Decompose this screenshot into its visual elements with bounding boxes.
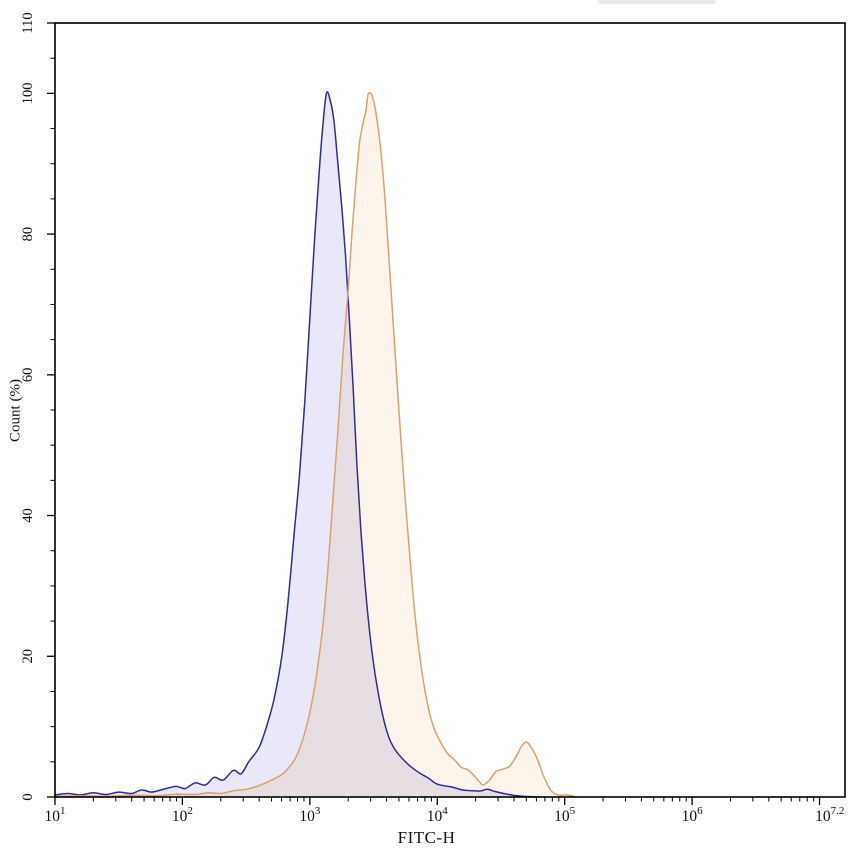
y-axis-title: Count (%) (7, 379, 24, 442)
x-axis-title: FITC-H (397, 828, 456, 847)
orange-histogram-outline (54, 91, 576, 798)
cropped-legend-artifact (598, 0, 716, 4)
x-tick-label: 101 (45, 805, 66, 825)
x-tick-label: 104 (427, 805, 449, 825)
y-tick-label: 60 (20, 368, 36, 383)
y-tick-label: 40 (20, 508, 36, 523)
blue-histogram-fill (55, 91, 540, 798)
x-tick-label: 105 (554, 805, 576, 825)
x-tick-label: 103 (299, 805, 321, 825)
x-tick-label: 107.2 (815, 805, 844, 825)
x-tick-label: 106 (682, 805, 704, 825)
y-tick-label: 110 (20, 12, 36, 33)
y-tick-label: 80 (20, 227, 36, 242)
y-tick-label: 20 (20, 649, 36, 664)
y-tick-label: 100 (20, 82, 36, 104)
plot-frame (54, 22, 846, 798)
blue-histogram-outline (54, 91, 540, 798)
x-tick-label: 102 (172, 805, 193, 825)
y-tick-label: 0 (20, 793, 36, 800)
